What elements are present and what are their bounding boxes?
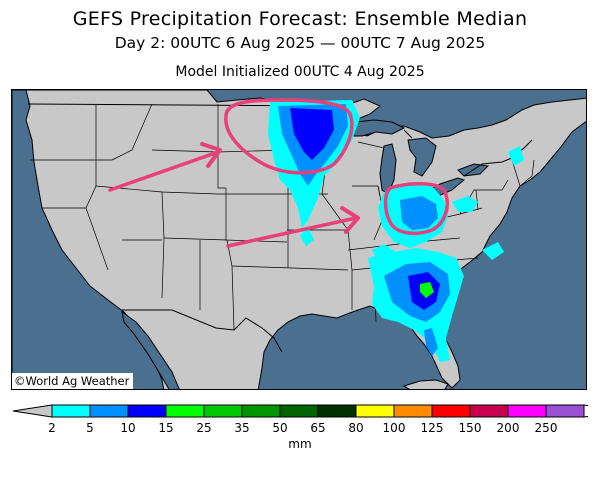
colorbar-bin bbox=[241, 404, 281, 418]
colorbar-tick-label: 100 bbox=[382, 421, 406, 435]
colorbar-tick-label: 5 bbox=[86, 421, 94, 435]
colorbar-tick-label: 25 bbox=[196, 421, 212, 435]
colorbar-bin bbox=[89, 404, 129, 418]
colorbar-bin bbox=[545, 404, 585, 418]
colorbar-over-triangle bbox=[583, 404, 588, 418]
colorbar-under-triangle bbox=[12, 404, 53, 418]
colorbar-bin bbox=[355, 404, 395, 418]
colorbar-tick-label: 80 bbox=[348, 421, 364, 435]
colorbar-bin bbox=[431, 404, 471, 418]
colorbar-tick-label: 250 bbox=[534, 421, 558, 435]
map-canvas bbox=[12, 90, 586, 389]
colorbar-unit-label: mm bbox=[288, 437, 312, 451]
forecast-period: Day 2: 00UTC 6 Aug 2025 — 00UTC 7 Aug 20… bbox=[114, 34, 486, 52]
precip-southeast bbox=[368, 146, 524, 362]
colorbar-bin bbox=[393, 404, 433, 418]
colorbar-bin bbox=[203, 404, 243, 418]
colorbar-tick-label: 50 bbox=[272, 421, 288, 435]
annotation-arrow-ohio-valley bbox=[226, 216, 358, 248]
water-gulf-of-california bbox=[121, 310, 180, 389]
colorbar-tick-label: 125 bbox=[420, 421, 444, 435]
precipitation-map: ©World Ag Weather bbox=[11, 89, 587, 390]
colorbar-bin bbox=[469, 404, 509, 418]
map-title: GEFS Precipitation Forecast: Ensemble Me… bbox=[72, 8, 528, 30]
annotation-circle-upper-midwest bbox=[224, 98, 354, 175]
colorbar-tick-label: 15 bbox=[158, 421, 174, 435]
colorbar-bin bbox=[165, 404, 205, 418]
annotation-arrow-upper-midwest bbox=[108, 150, 220, 192]
colorbar-bin bbox=[279, 404, 319, 418]
forecast-annotations bbox=[108, 98, 449, 248]
colorbar-tick-label: 35 bbox=[234, 421, 250, 435]
colorbar-bin bbox=[507, 404, 547, 418]
colorbar-tick-label: 150 bbox=[458, 421, 482, 435]
colorbar-bin bbox=[317, 404, 357, 418]
colorbar-tick-label: 2 bbox=[48, 421, 56, 435]
precip-upper-midwest bbox=[268, 100, 360, 246]
lake-huron bbox=[407, 137, 437, 177]
land-cuba bbox=[402, 379, 449, 389]
colorbar-bin bbox=[127, 404, 167, 418]
colorbar-tick-label: 65 bbox=[310, 421, 326, 435]
annotation-arrowhead-upper-midwest bbox=[200, 142, 222, 168]
colorbar-bin bbox=[51, 404, 91, 418]
colorbar-tick-label: 10 bbox=[120, 421, 136, 435]
colorbar bbox=[12, 404, 588, 418]
model-init-time: Model Initialized 00UTC 4 Aug 2025 bbox=[175, 64, 425, 80]
credit-label: ©World Ag Weather bbox=[12, 373, 134, 389]
mexico-border bbox=[122, 309, 283, 353]
annotation-arrowhead-ohio-valley bbox=[340, 206, 360, 234]
colorbar-tick-label: 200 bbox=[496, 421, 520, 435]
annotation-circle-ohio-valley bbox=[383, 182, 449, 236]
